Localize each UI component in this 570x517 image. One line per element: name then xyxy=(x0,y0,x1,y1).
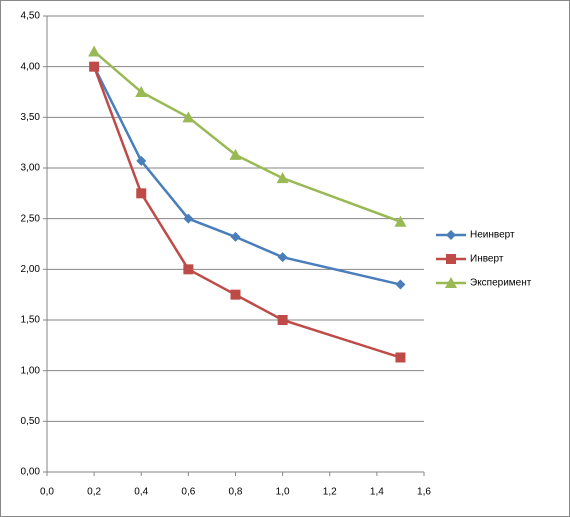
x-tick-label: 0,2 xyxy=(87,487,101,498)
y-tick-label: 4,50 xyxy=(21,11,41,22)
marker xyxy=(277,252,288,263)
y-tick-label: 1,50 xyxy=(21,315,41,326)
y-tick-label: 3,00 xyxy=(21,163,41,174)
marker xyxy=(276,172,289,184)
y-tick-label: 0,00 xyxy=(21,467,41,478)
x-tick-label: 0,0 xyxy=(40,487,54,498)
marker xyxy=(445,277,457,288)
legend-label: Неинверт xyxy=(470,230,515,241)
x-tick-label: 0,6 xyxy=(181,487,195,498)
marker xyxy=(394,215,407,227)
x-tick-label: 1,2 xyxy=(323,487,337,498)
marker xyxy=(230,231,241,242)
x-tick-label: 0,4 xyxy=(134,487,148,498)
y-tick-label: 0,50 xyxy=(21,416,41,427)
marker xyxy=(135,86,148,97)
y-tick-label: 1,00 xyxy=(21,365,41,376)
marker xyxy=(136,188,147,199)
x-tick-label: 0,8 xyxy=(229,487,243,498)
marker xyxy=(277,315,288,325)
y-tick-label: 2,00 xyxy=(21,264,41,275)
series-line xyxy=(93,50,401,223)
x-tick-label: 1,4 xyxy=(370,487,384,498)
marker xyxy=(183,213,194,224)
y-tick-label: 3,50 xyxy=(21,112,41,123)
marker xyxy=(395,279,406,290)
x-tick-label: 1,0 xyxy=(276,487,290,498)
series-line xyxy=(92,66,401,359)
marker xyxy=(446,254,456,264)
marker xyxy=(89,61,100,72)
marker xyxy=(446,230,456,240)
marker xyxy=(136,155,147,166)
marker xyxy=(88,45,101,57)
y-tick-label: 2,50 xyxy=(21,213,41,224)
y-tick-label: 4,00 xyxy=(21,61,41,72)
x-tick-label: 1,6 xyxy=(417,487,431,498)
marker xyxy=(183,264,194,275)
legend-label: Инверт xyxy=(470,254,504,265)
marker xyxy=(230,289,241,300)
marker xyxy=(182,111,195,123)
series-line xyxy=(93,66,401,286)
legend-label: Эксперимент xyxy=(470,278,532,289)
marker xyxy=(229,148,242,160)
marker xyxy=(395,352,406,363)
